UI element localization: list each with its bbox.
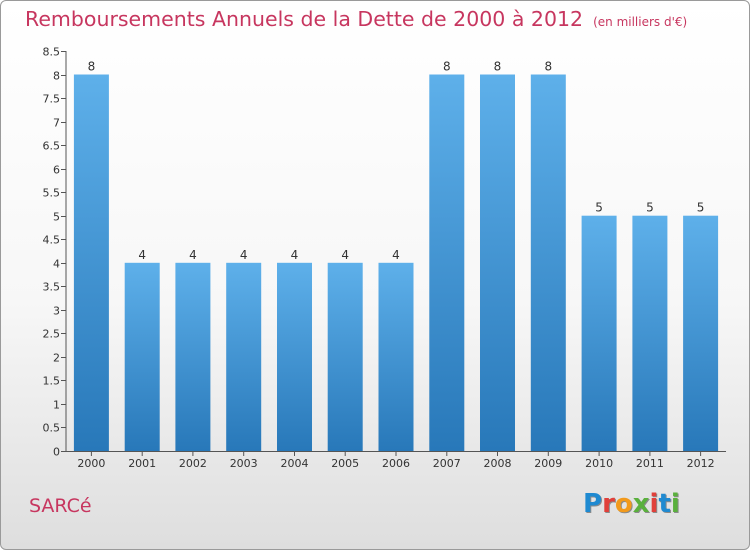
bar-value-label: 4 xyxy=(392,248,400,262)
bar-value-label: 5 xyxy=(595,201,603,215)
y-tick-label: 5.5 xyxy=(43,187,61,200)
x-tick-label: 2003 xyxy=(230,457,258,470)
x-tick-label: 2005 xyxy=(331,457,359,470)
x-tick-label: 2012 xyxy=(687,457,715,470)
proxiti-logo: Proxiti xyxy=(583,489,680,519)
logo-letter: P xyxy=(583,489,603,519)
place-name: SARCé xyxy=(29,495,92,517)
bar xyxy=(480,74,515,451)
x-tick-label: 2007 xyxy=(433,457,461,470)
bar-value-label: 8 xyxy=(88,60,96,74)
y-tick-label: 0.5 xyxy=(43,422,61,435)
bar-value-label: 4 xyxy=(240,248,248,262)
y-tick-label: 7.5 xyxy=(43,93,61,106)
y-tick-label: 8.5 xyxy=(43,46,61,59)
y-tick-label: 3.5 xyxy=(43,281,61,294)
x-tick-label: 2006 xyxy=(382,457,410,470)
bar-value-label: 5 xyxy=(697,201,705,215)
bar xyxy=(429,74,465,451)
bar xyxy=(581,215,617,451)
bar xyxy=(124,262,160,451)
x-axis: 2000 2001 2002 2003 2004 2005 2006 2007 2008 2009… xyxy=(66,451,727,470)
y-tick-label: 2 xyxy=(53,352,60,365)
logo-letter: r xyxy=(602,489,615,519)
y-tick-label: 4.5 xyxy=(43,234,61,247)
y-tick-label: 8 xyxy=(53,70,60,83)
bar-value-label: 8 xyxy=(494,60,502,74)
bar xyxy=(632,215,668,451)
bar-value-label: 4 xyxy=(138,248,146,262)
bar-value-label: 4 xyxy=(291,248,299,262)
bar-value-label: 8 xyxy=(443,60,451,74)
bar xyxy=(378,262,414,451)
y-axis: 0 0.5 1 1.5 2 2.5 3 3.5 4 4.5 5 5.5 6 6.5 7 7.5 8 8.5 xyxy=(43,46,67,459)
x-tick-label: 2011 xyxy=(636,457,664,470)
bar xyxy=(277,262,312,451)
chart-title: Remboursements Annuels de la Dette de 20… xyxy=(25,7,584,31)
chart-unit: (en milliers d'€) xyxy=(593,15,688,29)
logo-letter: o xyxy=(614,489,633,519)
y-tick-label: 6 xyxy=(53,164,60,177)
x-tick-label: 2001 xyxy=(128,457,156,470)
y-tick-label: 7 xyxy=(53,117,60,130)
bar xyxy=(683,215,719,451)
x-tick-label: 2010 xyxy=(585,457,613,470)
bar-value-label: 5 xyxy=(646,201,654,215)
y-tick-label: 3 xyxy=(53,305,60,318)
y-tick-label: 4 xyxy=(53,258,60,271)
x-tick-label: 2000 xyxy=(77,457,105,470)
bar xyxy=(175,262,211,451)
logo-letter: x xyxy=(632,489,650,519)
logo-letter: t xyxy=(658,489,671,519)
x-tick-label: 2009 xyxy=(534,457,562,470)
bars: 8 4 4 4 4 4 4 8 8 8 5 5 5 xyxy=(73,60,719,451)
x-tick-label: 2004 xyxy=(281,457,309,470)
x-tick-label: 2002 xyxy=(179,457,207,470)
logo-letter: i xyxy=(670,489,680,519)
y-tick-label: 5 xyxy=(53,211,60,224)
y-tick-label: 2.5 xyxy=(43,328,61,341)
bar xyxy=(327,262,363,451)
bar xyxy=(226,262,262,451)
bar-value-label: 4 xyxy=(189,248,197,262)
y-tick-label: 1 xyxy=(53,399,60,412)
y-tick-label: 0 xyxy=(53,446,60,459)
chart-title-row: Remboursements Annuels de la Dette de 20… xyxy=(25,7,687,31)
bar-value-label: 8 xyxy=(544,60,552,74)
y-tick-label: 1.5 xyxy=(43,375,61,388)
x-tick-label: 2008 xyxy=(484,457,512,470)
bar xyxy=(73,74,109,451)
bar-value-label: 4 xyxy=(341,248,349,262)
logo-letter: i xyxy=(649,489,659,519)
y-tick-label: 6.5 xyxy=(43,140,61,153)
bar xyxy=(530,74,566,451)
